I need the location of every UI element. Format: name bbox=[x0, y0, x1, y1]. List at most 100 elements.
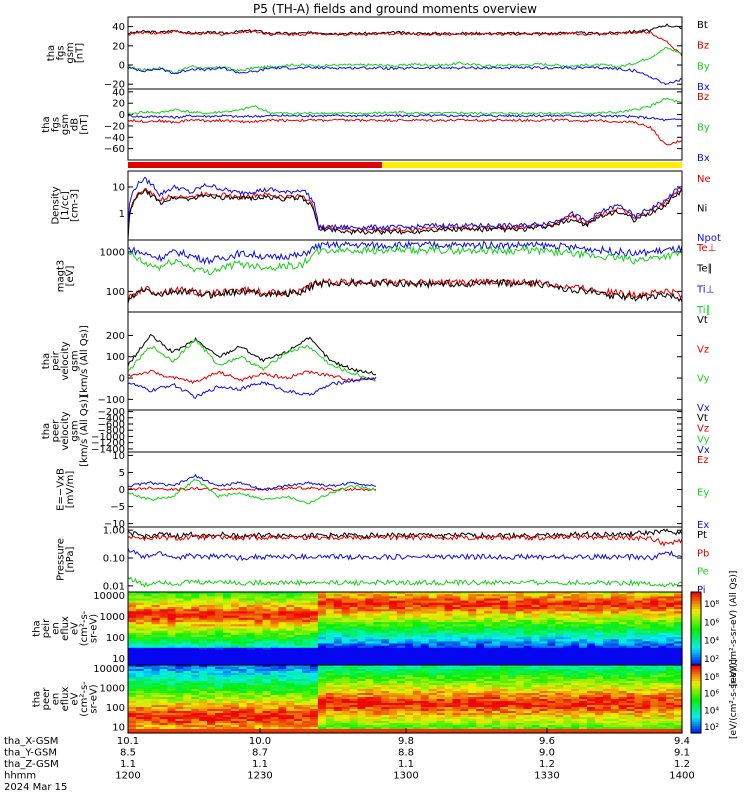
spectrogram-cell bbox=[128, 617, 137, 621]
spectrogram-cell bbox=[349, 731, 359, 734]
spectrogram-cell bbox=[199, 613, 208, 617]
spectrogram-cell bbox=[539, 709, 548, 712]
spectrogram-cell bbox=[452, 654, 461, 657]
legend-Bx: Bx bbox=[697, 153, 710, 164]
spectrogram-cell bbox=[547, 632, 556, 636]
spectrogram-cell bbox=[642, 662, 651, 666]
spectrogram-cell bbox=[587, 677, 596, 680]
spectrogram-cell bbox=[650, 679, 659, 682]
spectrogram-cell bbox=[658, 609, 667, 612]
spectrogram-cell bbox=[128, 673, 137, 676]
spectrogram-cell bbox=[183, 624, 192, 627]
spectrogram-cell bbox=[128, 667, 137, 670]
spectrogram-cell bbox=[468, 639, 477, 642]
panel-3-ylabel: Density bbox=[51, 186, 62, 224]
spectrogram-cell bbox=[191, 677, 200, 680]
spectrogram-cell bbox=[175, 643, 184, 647]
spectrogram-cell bbox=[183, 650, 192, 653]
spectrogram-cell bbox=[571, 705, 580, 708]
spectrogram-cell bbox=[199, 709, 208, 712]
spectrogram-cell bbox=[507, 671, 517, 674]
spectrogram-cell bbox=[500, 617, 509, 621]
spectrogram-cell bbox=[484, 615, 493, 619]
spectrogram-cell bbox=[507, 667, 517, 670]
spectrogram-cell bbox=[207, 721, 216, 724]
spectrogram-cell bbox=[412, 637, 422, 640]
spectrogram-cell bbox=[159, 628, 169, 632]
spectrogram-cell bbox=[594, 667, 604, 670]
spectrogram-cell bbox=[587, 639, 596, 642]
panel-1-ylabel: [nT] bbox=[74, 43, 85, 63]
spectrogram-cell bbox=[523, 665, 533, 668]
spectrogram-cell bbox=[310, 611, 319, 614]
spectrogram-cell bbox=[468, 643, 477, 647]
spectrogram-cell bbox=[428, 681, 438, 684]
spectrogram-cell bbox=[278, 687, 287, 690]
spectrogram-cell bbox=[389, 699, 398, 702]
spectrogram-cell bbox=[452, 671, 461, 674]
spectrogram-cell bbox=[405, 723, 414, 726]
spectrogram-cell bbox=[539, 725, 548, 728]
spectrogram-cell bbox=[357, 604, 366, 608]
spectrogram-cell bbox=[444, 592, 454, 595]
spectrogram-cell bbox=[420, 598, 430, 602]
spectrogram-cell bbox=[492, 637, 501, 640]
spectrogram-cell bbox=[254, 717, 264, 720]
spectrogram-cell bbox=[278, 632, 287, 636]
series-Te⊥-line bbox=[127, 277, 683, 304]
legend-Vt: Vt bbox=[697, 315, 708, 326]
spectrogram-cell bbox=[594, 607, 604, 610]
spectrogram-cell bbox=[602, 681, 612, 684]
spectrogram-cell bbox=[389, 645, 398, 649]
spectrogram-cell bbox=[476, 665, 485, 668]
spectrogram-cell bbox=[539, 617, 548, 621]
spectrogram-cell bbox=[135, 673, 145, 676]
spectrogram-cell bbox=[341, 683, 351, 686]
panel-9-ylabel: sr-eV) bbox=[89, 614, 100, 643]
spectrogram-cell bbox=[357, 695, 366, 698]
spectrogram-cell bbox=[618, 697, 628, 700]
spectrogram-cell bbox=[587, 703, 596, 706]
spectrogram-cell bbox=[412, 634, 422, 638]
spectrogram-cell bbox=[191, 723, 200, 726]
series-Bz-line bbox=[127, 30, 683, 57]
spectrogram-cell bbox=[381, 723, 390, 726]
spectrogram-cell bbox=[183, 719, 192, 722]
spectrogram-cell bbox=[357, 662, 366, 666]
spectrogram-cell bbox=[333, 660, 343, 664]
spectrogram-cell bbox=[642, 617, 651, 621]
spectrogram-cell bbox=[317, 607, 327, 610]
spectrogram-cell bbox=[199, 667, 208, 670]
spectrogram-cell bbox=[547, 611, 556, 614]
y-tick-label: −100 bbox=[98, 395, 125, 406]
spectrogram-cell bbox=[230, 677, 240, 680]
spectrogram-cell bbox=[389, 632, 398, 636]
spectrogram-cell bbox=[610, 658, 620, 662]
spectrogram-cell bbox=[183, 707, 192, 710]
spectrogram-cell bbox=[515, 592, 525, 595]
spectrogram-cell bbox=[325, 713, 335, 716]
spectrogram-cell bbox=[531, 594, 541, 597]
spectrogram-cell bbox=[460, 645, 469, 649]
spectrogram-cell bbox=[531, 617, 541, 621]
spectrogram-cell bbox=[325, 656, 335, 660]
spectrogram-cell bbox=[500, 632, 509, 636]
spectrogram-cell bbox=[658, 683, 667, 686]
spectrogram-cell bbox=[571, 701, 580, 704]
spectrogram-cell bbox=[420, 643, 430, 647]
spectrogram-cell bbox=[349, 656, 359, 660]
spectrogram-cell bbox=[310, 615, 319, 619]
spectrogram-cell bbox=[547, 637, 556, 640]
spectrogram-cell bbox=[420, 681, 430, 684]
spectrogram-cell bbox=[333, 681, 343, 684]
spectrogram-cell bbox=[175, 691, 184, 694]
spectrogram-cell bbox=[444, 719, 454, 722]
spectrogram-cell bbox=[587, 592, 596, 595]
spectrogram-cell bbox=[587, 701, 596, 704]
spectrogram-cell bbox=[579, 609, 588, 612]
spectrogram-cell bbox=[365, 643, 374, 647]
spectrogram-cell bbox=[452, 693, 461, 696]
spectrogram-cell bbox=[175, 717, 184, 720]
spectrogram-cell bbox=[167, 713, 177, 716]
spectrogram-cell bbox=[492, 611, 501, 614]
